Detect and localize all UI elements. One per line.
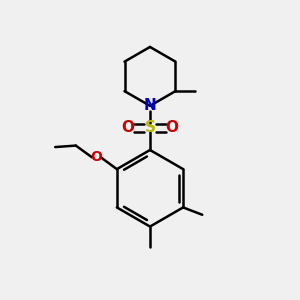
Text: O: O [166,120,178,135]
Text: O: O [91,150,102,164]
Text: N: N [144,98,156,113]
Text: S: S [145,120,155,135]
Text: O: O [122,120,134,135]
